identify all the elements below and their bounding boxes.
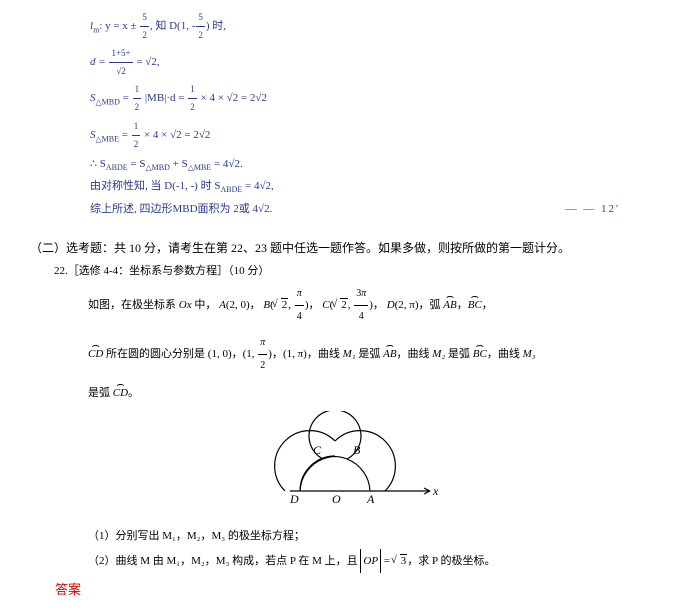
q22-para3: 是弧 CD。 [30, 381, 670, 405]
hw-line-1: lm: y = x ± 52, 知 D(1, -52) 时, [90, 9, 700, 44]
section-title: （二）选考题：共 10 分，请考生在第 22、23 题中任选一题作答。如果多做，… [30, 238, 670, 258]
fig-label-D: D [289, 492, 299, 506]
fig-label-O: O [332, 492, 341, 506]
hw-line-6: 由对称性知, 当 D(-1, -) 时 SABDE = 4√2, [90, 176, 700, 197]
fig-label-x: x [432, 484, 439, 498]
answer-label: 答案 [0, 579, 700, 598]
q22-sub1: （1）分别写出 M₁，M₂，M₃ 的极坐标方程； [30, 524, 670, 548]
q22-para2: CD 所在圆的圆心分别是 (1, 0)，(1, π2)，(1, π)，曲线 M₁… [30, 332, 670, 377]
question-22: 22.［选修 4-4：坐标系与参数方程］（10 分） 如图，在极坐标系 Ox 中… [0, 259, 700, 573]
marks-12: — — 12' [566, 199, 620, 220]
fig-label-A: A [366, 492, 375, 506]
hw-line-7: 综上所述, 四边形MBD面积为 2或 4√2.— — 12' [90, 199, 700, 220]
fig-label-C: C [313, 443, 322, 457]
q22-number: 22.［选修 4-4：坐标系与参数方程］（10 分） [30, 259, 670, 283]
exam-page: lm: y = x ± 52, 知 D(1, -52) 时, d = 1+5+√… [0, 0, 700, 615]
q22-para1: 如图，在极坐标系 Ox 中， A(2, 0)， B(2, π4)， C(2, 3… [30, 283, 670, 328]
fig-label-B: B [353, 443, 361, 457]
hw-line-5: ∴ SABDE = S△MBD + S△MBE = 4√2. [90, 154, 700, 175]
section-header: （二）选考题：共 10 分，请考生在第 22、23 题中任选一题作答。如果多做，… [0, 220, 700, 258]
polar-figure: C B D O A x [30, 411, 670, 522]
hw-line-4: S△MBE = 12 × 4 × √2 = 2√2 [90, 118, 700, 153]
hw-line-2: d = 1+5+√2 = √2, [90, 45, 700, 80]
hw-line-3: S△MBD = 12 |MB|·d = 12 × 4 × √2 = 2√2 [90, 81, 700, 116]
q22-sub2: （2）曲线 M 由 M₁，M₂，M₃ 构成，若点 P 在 M 上，且 OP = … [30, 549, 670, 573]
handwritten-work: lm: y = x ± 52, 知 D(1, -52) 时, d = 1+5+√… [0, 0, 700, 219]
